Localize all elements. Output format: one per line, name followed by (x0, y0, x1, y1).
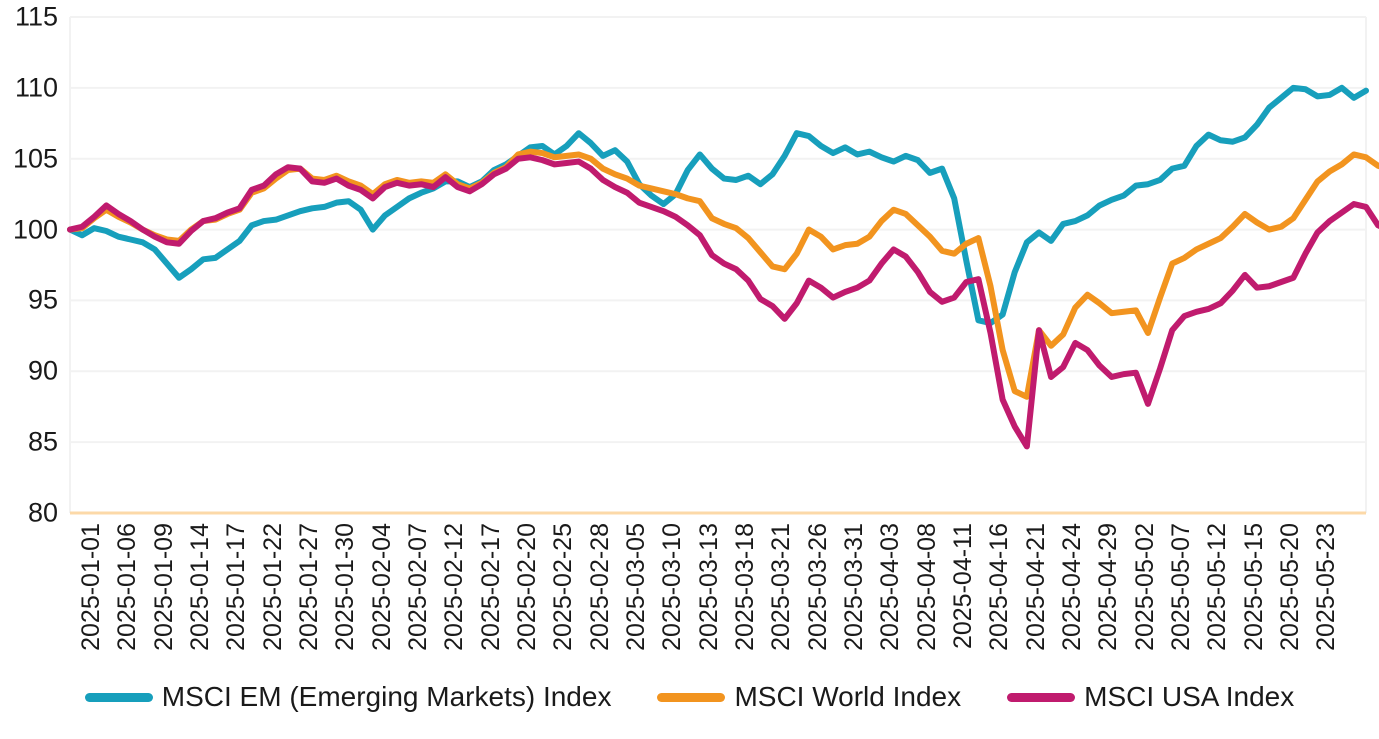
chart-legend: MSCI EM (Emerging Markets) Index MSCI Wor… (0, 672, 1379, 722)
legend-item-3[interactable]: MSCI USA Index (1007, 683, 1294, 711)
gridlines (70, 16, 1366, 514)
x-axis-tick-label: 2025-03-31 (840, 523, 869, 651)
x-axis-tick-label: 2025-03-05 (622, 523, 651, 651)
x-axis-tick-label: 2025-05-02 (1130, 523, 1159, 651)
x-axis-tick-label: 2025-01-01 (77, 523, 105, 651)
x-axis-tick-label: 2025-02-17 (476, 523, 505, 651)
x-axis-tick-label: 2025-03-18 (731, 523, 760, 651)
x-axis-tick-label: 2025-05-23 (1312, 523, 1341, 651)
x-axis-tick-label: 2025-01-27 (295, 523, 324, 651)
x-axis-tick-label: 2025-05-12 (1203, 523, 1232, 651)
series-line-3 (67, 154, 1379, 450)
x-axis-tick-label: 2025-02-04 (367, 523, 396, 651)
x-axis-tick-label: 2025-04-21 (1021, 523, 1050, 651)
x-axis-tick-label: 2025-02-25 (549, 523, 578, 651)
plot-area: 115 110 105 100 95 90 85 80 (12, 1, 1379, 526)
legend-item-1[interactable]: MSCI EM (Emerging Markets) Index (84, 681, 612, 712)
x-axis-tick-label: 2025-01-09 (149, 523, 178, 651)
plot-svg (67, 16, 1379, 515)
legend-item-label: MSCI World Index (734, 681, 962, 712)
x-axis-tick-label: 2025-04-08 (912, 523, 941, 651)
x-axis-tick-label: 2025-02-20 (513, 523, 542, 651)
plot-border (69, 17, 1367, 513)
legend-item-2[interactable]: MSCI World Index (657, 683, 961, 711)
x-axis-tick-label: 2025-02-07 (404, 523, 433, 651)
legend-item-label: MSCI USA Index (1084, 681, 1295, 712)
legend-swatch-icon (1007, 692, 1076, 702)
legend-swatch-icon (84, 692, 153, 702)
legend-swatch-icon (657, 692, 726, 702)
series-lines (67, 84, 1379, 450)
x-axis-tick-label: 2025-04-03 (876, 523, 905, 651)
y-axis-tick-label: 90 (27, 355, 58, 386)
x-axis-tick-label: 2025-01-06 (113, 523, 142, 651)
x-axis-tick-label: 2025-04-24 (1058, 523, 1087, 651)
y-axis-tick-label: 105 (12, 143, 58, 174)
x-axis-tick-label: 2025-05-20 (1276, 523, 1305, 651)
x-axis-tick-label: 2025-04-16 (985, 523, 1014, 651)
y-axis-tick-label: 95 (27, 284, 58, 315)
x-axis-tick-label: 2025-05-07 (1167, 523, 1196, 651)
x-axis-tick-label: 2025-03-10 (658, 523, 687, 651)
y-axis-tick-label: 115 (14, 1, 58, 32)
x-axis-tick-label: 2025-05-15 (1239, 523, 1268, 651)
x-axis-tick-label: 2025-02-28 (585, 523, 614, 651)
x-axis-tick-label: 2025-03-26 (803, 523, 832, 651)
legend-item-label: MSCI EM (Emerging Markets) Index (161, 681, 612, 712)
x-axis-tick-label: 2025-04-11 (949, 523, 978, 650)
y-axis-tick-label: 110 (14, 72, 58, 103)
x-axis-tick-label: 2025-01-14 (186, 523, 214, 651)
x-axis-labels: 2025-01-01 2025-01-06 2025-01-09 2025-01-14… (0, 513, 1379, 673)
x-axis-tick-label: 2025-04-29 (1094, 523, 1123, 651)
series-line-2 (67, 148, 1379, 400)
x-axis-tick-label: 2025-03-13 (694, 523, 723, 651)
x-axis-tick-label: 2025-01-22 (258, 523, 287, 651)
x-axis-tick-label: 2025-01-30 (331, 523, 360, 651)
x-axis-tick-label: 2025-01-17 (222, 523, 251, 651)
x-axis-tick-label: 2025-03-21 (767, 523, 796, 651)
y-axis-tick-label: 100 (12, 214, 58, 245)
series-line-1 (67, 84, 1369, 327)
y-axis-tick-label: 80 (27, 497, 58, 528)
y-axis-tick-label: 85 (27, 426, 58, 457)
x-axis-tick-label: 2025-02-12 (440, 523, 469, 651)
